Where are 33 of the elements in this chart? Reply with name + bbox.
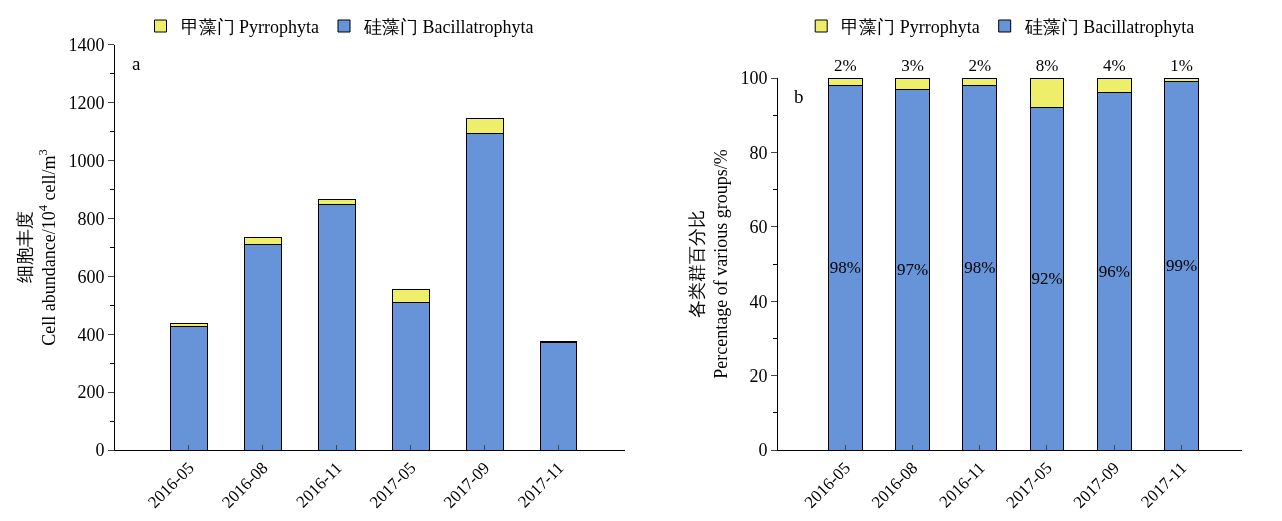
y-tick-label: 600 <box>77 266 105 287</box>
data-label: 2% <box>833 56 857 75</box>
y-tick-label: 1000 <box>68 150 105 171</box>
data-label: 99% <box>1165 256 1198 276</box>
legend-label: 甲藻门 Pyrrophyta <box>841 17 980 38</box>
y-tick-label: 800 <box>77 208 105 229</box>
data-label: 8% <box>1035 56 1059 75</box>
annotation: b <box>794 86 804 107</box>
y-tick-label: 1400 <box>68 35 105 56</box>
y-tick-label: 0 <box>95 440 105 461</box>
y-tick-label: 40 <box>749 291 768 312</box>
y-tick-label: 0 <box>758 440 768 461</box>
data-label: 3% <box>901 56 924 75</box>
y-tick-label: 1200 <box>68 93 105 113</box>
data-label: 92% <box>1031 269 1063 289</box>
annotation: a <box>132 53 141 74</box>
y-tick-label: 200 <box>77 382 105 403</box>
y-tick-label: 100 <box>740 68 768 89</box>
data-label: 98% <box>829 258 861 278</box>
data-label: 4% <box>1102 56 1126 75</box>
y-tick-label: 20 <box>749 365 768 386</box>
data-label: 2% <box>968 56 992 75</box>
data-label: 1% <box>1170 56 1193 75</box>
data-label: 97% <box>896 260 929 280</box>
y-tick-label: 400 <box>77 324 105 345</box>
data-label: 96% <box>1098 261 1130 281</box>
legend-label: 硅藻门 Bacillatrophyta <box>1023 17 1195 38</box>
legend-label: 甲藻门 Pyrrophyta <box>180 17 319 38</box>
y-tick-label: 80 <box>749 142 768 163</box>
data-label: 98% <box>964 258 996 278</box>
y-tick-label: 60 <box>749 217 768 238</box>
y-axis-title: 各类群百分比 Percentage of various groups/% <box>687 149 731 379</box>
legend-label: 硅藻门 Bacillatrophyta <box>363 17 534 38</box>
